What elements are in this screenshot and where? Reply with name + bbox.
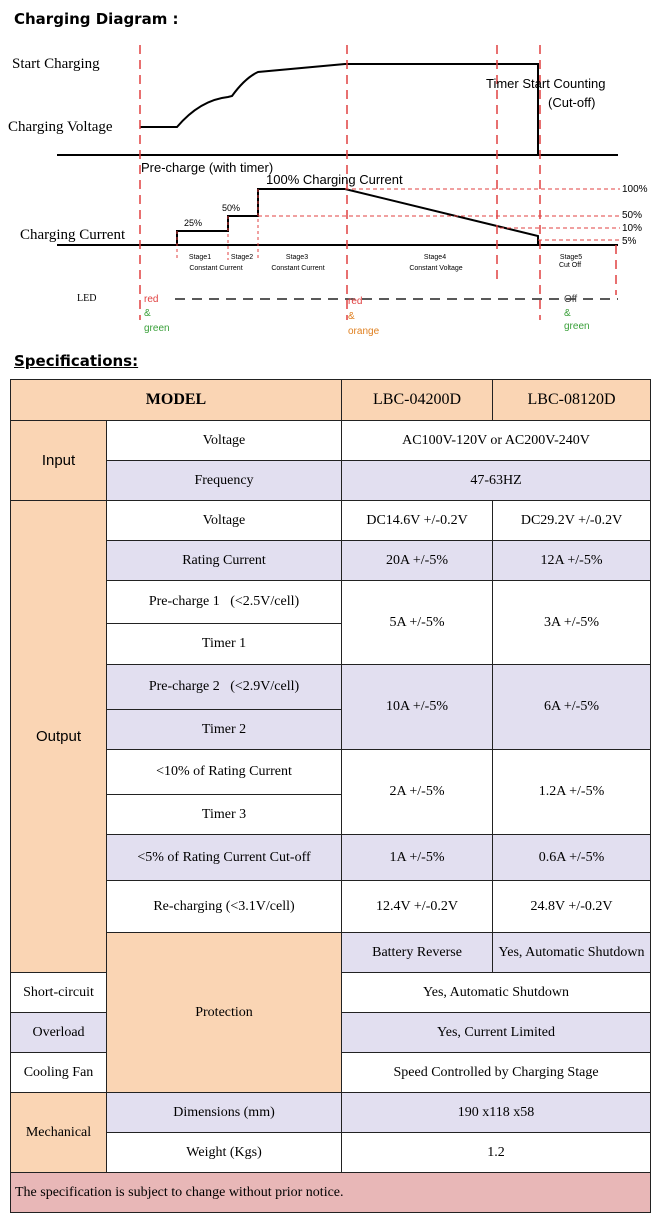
protection-group: Protection: [105, 932, 343, 1093]
mechanical-group: Mechanical: [10, 1092, 107, 1173]
led2-orange: orange: [348, 326, 380, 337]
model-header: MODEL: [9, 379, 343, 421]
lt5-label: <5% of Rating Current Cut-off: [105, 834, 343, 881]
timer3-label: Timer 3: [105, 794, 343, 835]
lt5-a: 1A +/-5%: [341, 834, 494, 881]
right-10-label: 10%: [622, 223, 642, 234]
dimensions-value: 190 x118 x58: [341, 1092, 652, 1133]
stage2-label: Stage2: [231, 254, 253, 261]
stage5-sub: Cut Off: [559, 262, 581, 269]
stage1-sub: Constant Current: [189, 265, 242, 272]
start-charging-label: Start Charging: [12, 56, 100, 72]
led2-amp: &: [348, 311, 355, 322]
frequency-label: Frequency: [105, 460, 343, 501]
lt10-label: <10% of Rating Current: [105, 749, 343, 795]
short-circuit-label: Short-circuit: [10, 972, 107, 1013]
input-group: Input: [10, 420, 107, 501]
full-current-label: 100% Charging Current: [266, 172, 403, 187]
overload-label: Overload: [10, 1012, 107, 1053]
led1-green: green: [144, 323, 170, 334]
cooling-fan-value: Speed Controlled by Charging Stage: [341, 1052, 652, 1093]
precharge1-a: 5A +/-5%: [341, 580, 494, 665]
right-50-label: 50%: [622, 210, 642, 221]
output-voltage-b: DC29.2V +/-0.2V: [492, 500, 652, 541]
disclaimer-note: The specification is subject to change w…: [9, 1172, 652, 1213]
stage3-sub: Constant Current: [271, 265, 324, 272]
input-voltage-value: AC100V-120V or AC200V-240V: [341, 420, 652, 461]
lt5-b: 0.6A +/-5%: [492, 834, 652, 881]
battery-reverse-value: Yes, Automatic Shutdown: [492, 932, 652, 973]
recharging-b: 24.8V +/-0.2V: [492, 880, 652, 933]
model-a: LBC-04200D: [341, 379, 494, 421]
led1-amp: &: [144, 308, 151, 319]
overload-value: Yes, Current Limited: [341, 1012, 652, 1053]
output-group: Output: [10, 500, 107, 973]
precharge2-a: 10A +/-5%: [341, 664, 494, 750]
right-100-label: 100%: [622, 184, 648, 195]
stage5-label: Stage5: [560, 254, 582, 261]
timer-start-label: Timer Start Counting: [486, 76, 605, 91]
charging-voltage-label: Charging Voltage: [8, 119, 113, 135]
precharge2-label: Pre-charge 2 (<2.9V/cell): [105, 664, 343, 710]
timer2-label: Timer 2: [105, 709, 343, 750]
led3-amp: &: [564, 308, 571, 319]
precharge1-b: 3A +/-5%: [492, 580, 652, 665]
rating-current-label: Rating Current: [105, 540, 343, 581]
weight-label: Weight (Kgs): [105, 1132, 343, 1173]
led1-red: red: [144, 294, 158, 305]
battery-reverse-label: Battery Reverse: [341, 932, 494, 973]
led2-red: red: [348, 296, 362, 307]
led3-green: green: [564, 321, 590, 332]
rating-current-b: 12A +/-5%: [492, 540, 652, 581]
charging-diagram-title: Charging Diagram :: [14, 10, 179, 28]
current-curve: [176, 188, 539, 245]
stage-markers: [139, 45, 617, 320]
cutoff-label: (Cut-off): [548, 95, 595, 110]
specifications-table: MODEL LBC-04200D LBC-08120D Input Voltag…: [9, 379, 652, 1213]
specifications-title: Specifications:: [14, 352, 139, 370]
dimensions-label: Dimensions (mm): [105, 1092, 343, 1133]
pct-50-label: 50%: [222, 203, 240, 213]
precharge-label: Pre-charge (with timer): [141, 160, 273, 175]
voltage-curve: [140, 63, 539, 155]
led3-off: Off: [564, 294, 577, 305]
lt10-b: 1.2A +/-5%: [492, 749, 652, 835]
output-voltage-label: Voltage: [105, 500, 343, 541]
charging-current-label: Charging Current: [20, 227, 126, 243]
timer1-label: Timer 1: [105, 623, 343, 665]
cooling-fan-label: Cooling Fan: [10, 1052, 107, 1093]
short-circuit-value: Yes, Automatic Shutdown: [341, 972, 652, 1013]
recharging-a: 12.4V +/-0.2V: [341, 880, 494, 933]
precharge2-b: 6A +/-5%: [492, 664, 652, 750]
led-label: LED: [77, 293, 96, 304]
frequency-value: 47-63HZ: [341, 460, 652, 501]
pct-25-label: 25%: [184, 218, 202, 228]
weight-value: 1.2: [341, 1132, 652, 1173]
rating-current-a: 20A +/-5%: [341, 540, 494, 581]
right-5-label: 5%: [622, 236, 637, 247]
precharge1-label: Pre-charge 1 (<2.5V/cell): [105, 580, 343, 624]
output-voltage-a: DC14.6V +/-0.2V: [341, 500, 494, 541]
stage1-label: Stage1: [189, 254, 211, 261]
stage4-label: Stage4: [424, 254, 446, 261]
model-b: LBC-08120D: [492, 379, 652, 421]
level-lines: [258, 188, 620, 241]
lt10-a: 2A +/-5%: [341, 749, 494, 835]
stage4-sub: Constant Voltage: [409, 265, 462, 272]
input-voltage-label: Voltage: [105, 420, 343, 461]
recharging-label: Re-charging (<3.1V/cell): [105, 880, 343, 933]
charging-diagram: Start Charging Charging Voltage Charging…: [8, 45, 648, 337]
stage3-label: Stage3: [286, 254, 308, 261]
